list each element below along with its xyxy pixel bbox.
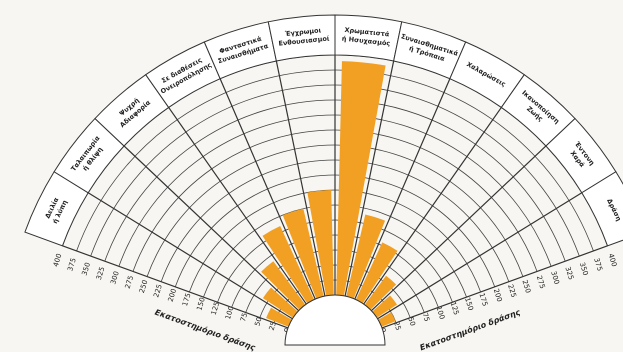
tick-label: 125 bbox=[449, 301, 461, 316]
tick-label: 250 bbox=[520, 279, 532, 294]
radial-line bbox=[363, 107, 502, 305]
tick-label: 25 bbox=[268, 321, 278, 332]
radial-line bbox=[275, 60, 326, 297]
radial-line bbox=[344, 60, 395, 297]
tick-label: 325 bbox=[95, 266, 107, 281]
tick-label: 175 bbox=[477, 292, 489, 307]
tick-label: 325 bbox=[564, 266, 576, 281]
tick-label: 200 bbox=[167, 288, 179, 303]
tick-label: 350 bbox=[81, 261, 93, 276]
tick-label: 300 bbox=[549, 270, 561, 285]
tick-label: 375 bbox=[66, 257, 78, 272]
radial-line bbox=[381, 245, 608, 329]
tick-label: 275 bbox=[535, 275, 547, 290]
bar bbox=[261, 261, 306, 310]
radial-line bbox=[354, 78, 451, 300]
tick-label: 375 bbox=[592, 257, 604, 272]
tick-label: 225 bbox=[152, 283, 164, 298]
tick-label: 225 bbox=[506, 283, 518, 298]
tick-label: 50 bbox=[253, 316, 263, 327]
tick-label: 150 bbox=[463, 297, 475, 312]
radial-line bbox=[62, 245, 289, 329]
tick-label: 125 bbox=[210, 301, 222, 316]
bar bbox=[336, 61, 386, 296]
radial-line bbox=[123, 145, 300, 312]
bar bbox=[364, 275, 397, 310]
radial-line bbox=[377, 192, 583, 320]
radial-line bbox=[168, 107, 307, 305]
bar bbox=[282, 208, 324, 299]
bar bbox=[262, 287, 298, 318]
bar bbox=[346, 214, 386, 299]
tick-label: 75 bbox=[421, 312, 431, 323]
tick-label: 75 bbox=[239, 312, 249, 323]
tick-label: 100 bbox=[434, 305, 446, 320]
tick-label: 275 bbox=[124, 275, 136, 290]
tick-label: 350 bbox=[578, 261, 590, 276]
bar bbox=[266, 307, 292, 327]
inner-hub bbox=[284, 294, 386, 346]
tick-label: 175 bbox=[181, 292, 193, 307]
tick-label: 250 bbox=[138, 279, 150, 294]
bar bbox=[378, 312, 396, 327]
tick-label: 400 bbox=[52, 253, 64, 268]
tick-label: 400 bbox=[607, 253, 619, 268]
header-box bbox=[581, 171, 623, 247]
bar bbox=[355, 242, 398, 304]
category-label: Έγχρωμοι bbox=[284, 26, 322, 38]
radial-line bbox=[370, 145, 547, 312]
radial-line bbox=[219, 78, 316, 300]
bar bbox=[307, 190, 334, 296]
bar bbox=[262, 226, 315, 304]
bar bbox=[372, 295, 398, 318]
tick-label: 200 bbox=[492, 288, 504, 303]
tick-label: 50 bbox=[406, 316, 416, 327]
tick-label: 150 bbox=[195, 297, 207, 312]
tick-label: 300 bbox=[109, 270, 121, 285]
tick-label: 25 bbox=[392, 321, 402, 332]
radial-line bbox=[87, 192, 293, 320]
axis-label: Εκατοστημόριο δράσης bbox=[418, 307, 521, 352]
tick-label: 100 bbox=[224, 305, 236, 320]
